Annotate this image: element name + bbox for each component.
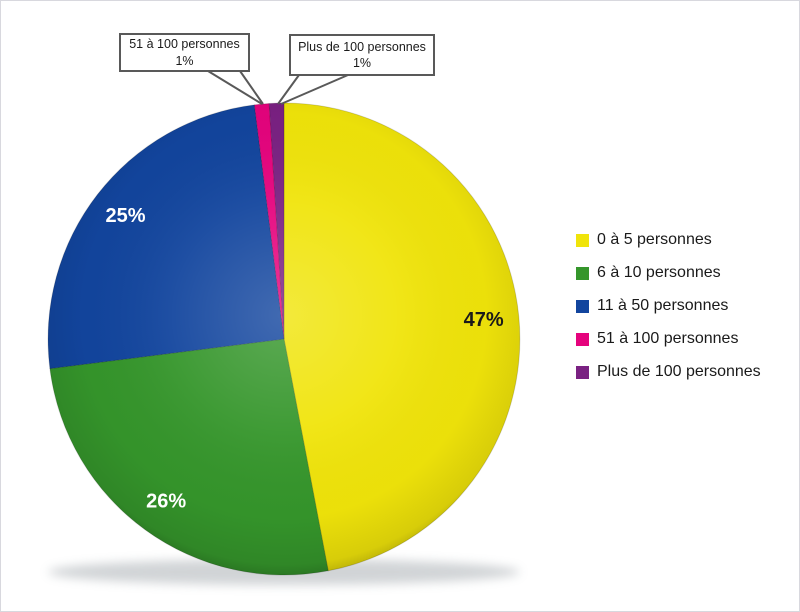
pie-label-2: 25% <box>105 205 145 227</box>
callout-51-100-label: 51 à 100 personnes <box>129 37 240 52</box>
legend-swatch-blue <box>576 299 589 313</box>
pie-data-labels: 47% 26% 25% <box>105 205 503 512</box>
callout-51-100-value: 1% <box>175 53 194 68</box>
legend: 0 à 5 personnes 6 à 10 personnes 11 à 50… <box>576 230 761 382</box>
legend-item-0-5: 0 à 5 personnes <box>576 230 761 250</box>
pie-label-1: 26% <box>146 490 186 512</box>
callout-plus-100: Plus de 100 personnes 1% <box>289 34 435 76</box>
legend-swatch-green <box>576 266 589 280</box>
legend-label: 51 à 100 personnes <box>597 330 739 347</box>
legend-item-6-10: 6 à 10 personnes <box>576 263 761 283</box>
pie-slice-0 <box>283 102 521 572</box>
pie-slices <box>47 102 521 576</box>
callout-1-leader-line <box>207 70 264 105</box>
legend-item-plus-100: Plus de 100 personnes <box>576 362 761 382</box>
legend-item-51-100: 51 à 100 personnes <box>576 329 761 349</box>
callout-plus-100-label: Plus de 100 personnes <box>298 39 426 54</box>
legend-label: 6 à 10 personnes <box>597 264 721 281</box>
callout-2-leader-line <box>277 74 349 105</box>
legend-swatch-purple <box>576 365 589 379</box>
pie-slice-1 <box>49 338 329 576</box>
callout-51-100: 51 à 100 personnes 1% <box>119 33 250 72</box>
legend-swatch-pink <box>576 332 589 346</box>
legend-swatch-yellow <box>576 233 589 247</box>
legend-label: 11 à 50 personnes <box>597 297 729 314</box>
legend-label: Plus de 100 personnes <box>597 363 761 380</box>
pie-label-0: 47% <box>464 309 504 331</box>
callout-leader-lines <box>207 70 349 105</box>
legend-label: 0 à 5 personnes <box>597 231 712 248</box>
callout-plus-100-value: 1% <box>352 56 372 70</box>
pie-slice-2 <box>47 104 285 370</box>
legend-item-11-50: 11 à 50 personnes <box>576 296 761 316</box>
